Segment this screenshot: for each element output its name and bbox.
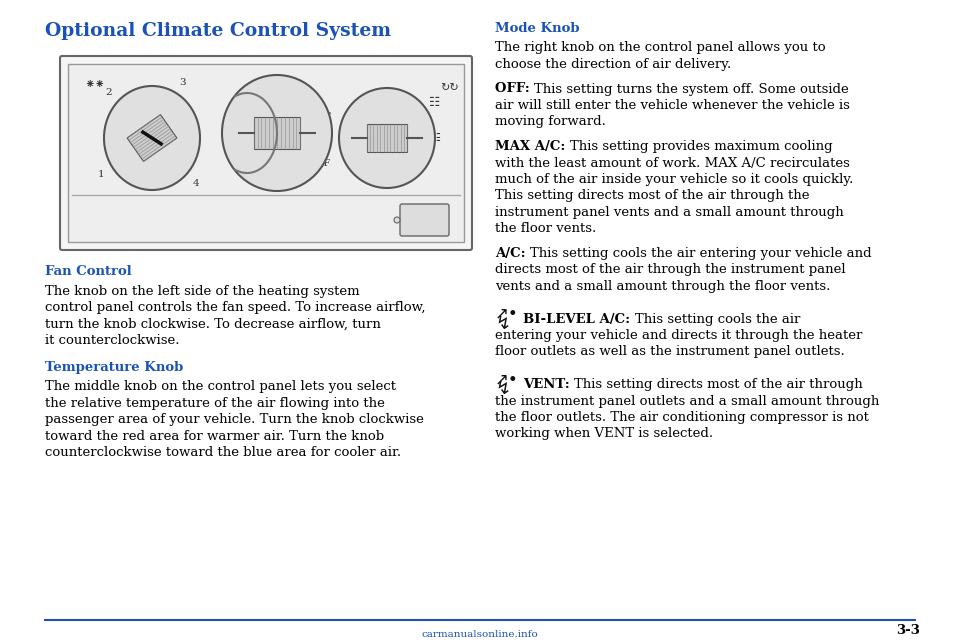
Text: 2: 2 — [105, 88, 111, 97]
Text: it counterclockwise.: it counterclockwise. — [45, 334, 180, 347]
Text: ↯: ↯ — [495, 380, 510, 398]
Text: passenger area of your vehicle. Turn the knob clockwise: passenger area of your vehicle. Turn the… — [45, 413, 424, 426]
Text: This setting cools the air entering your vehicle and: This setting cools the air entering your… — [530, 247, 872, 260]
Text: carmanualsonline.info: carmanualsonline.info — [421, 630, 539, 639]
Text: ↗•: ↗• — [495, 305, 518, 323]
Text: The knob on the left side of the heating system: The knob on the left side of the heating… — [45, 285, 360, 298]
Text: This setting turns the system off. Some outside: This setting turns the system off. Some … — [535, 83, 850, 95]
Text: BI-LEVEL A/C:: BI-LEVEL A/C: — [523, 312, 635, 326]
Text: entering your vehicle and directs it through the heater: entering your vehicle and directs it thr… — [495, 329, 862, 342]
Bar — [68, 64, 464, 242]
Text: ☷: ☷ — [430, 133, 440, 143]
FancyBboxPatch shape — [400, 204, 449, 236]
Text: The right knob on the control panel allows you to: The right knob on the control panel allo… — [495, 42, 826, 54]
Text: A/C: A/C — [315, 111, 331, 120]
Text: A/C:: A/C: — [495, 247, 530, 260]
Bar — [367, 124, 407, 152]
Text: VENT:: VENT: — [523, 378, 574, 391]
Text: ↯: ↯ — [495, 314, 510, 333]
Circle shape — [394, 217, 400, 223]
Text: This setting directs most of the air through the: This setting directs most of the air thr… — [495, 189, 809, 202]
Text: Fan Control: Fan Control — [45, 265, 132, 278]
Text: instrument panel vents and a small amount through: instrument panel vents and a small amoun… — [495, 206, 844, 219]
Text: moving forward.: moving forward. — [495, 115, 606, 129]
FancyBboxPatch shape — [60, 56, 472, 250]
Text: OFF: OFF — [311, 159, 331, 168]
Text: control panel controls the fan speed. To increase airflow,: control panel controls the fan speed. To… — [45, 301, 425, 314]
Text: ↻↻: ↻↻ — [440, 83, 459, 93]
Text: directs most of the air through the instrument panel: directs most of the air through the inst… — [495, 264, 846, 276]
Text: Optional Climate Control System: Optional Climate Control System — [45, 22, 391, 40]
Bar — [253, 117, 300, 149]
Text: vents and a small amount through the floor vents.: vents and a small amount through the flo… — [495, 280, 830, 293]
Text: the instrument panel outlets and a small amount through: the instrument panel outlets and a small… — [495, 394, 879, 408]
Text: ☷: ☷ — [429, 97, 441, 109]
Text: MAX A/C:: MAX A/C: — [495, 140, 570, 153]
Ellipse shape — [104, 86, 200, 190]
Text: This setting cools the air: This setting cools the air — [635, 312, 800, 326]
Text: Temperature Knob: Temperature Knob — [45, 360, 183, 374]
Text: counterclockwise toward the blue area for cooler air.: counterclockwise toward the blue area fo… — [45, 446, 401, 459]
Text: floor outlets as well as the instrument panel outlets.: floor outlets as well as the instrument … — [495, 346, 845, 358]
Text: much of the air inside your vehicle so it cools quickly.: much of the air inside your vehicle so i… — [495, 173, 853, 186]
Text: OFF:: OFF: — [495, 83, 535, 95]
Text: with the least amount of work. MAX A/C recirculates: with the least amount of work. MAX A/C r… — [495, 157, 850, 170]
Text: Mode Knob: Mode Knob — [495, 22, 580, 35]
Text: toward the red area for warmer air. Turn the knob: toward the red area for warmer air. Turn… — [45, 429, 384, 442]
Text: ⁕⁕: ⁕⁕ — [84, 78, 105, 91]
Text: the floor outlets. The air conditioning compressor is not: the floor outlets. The air conditioning … — [495, 411, 869, 424]
Text: 3: 3 — [180, 78, 186, 87]
Text: choose the direction of air delivery.: choose the direction of air delivery. — [495, 58, 732, 71]
Text: the floor vents.: the floor vents. — [495, 223, 596, 236]
Text: turn the knob clockwise. To decrease airflow, turn: turn the knob clockwise. To decrease air… — [45, 317, 381, 330]
Text: 1: 1 — [98, 170, 105, 179]
Text: the relative temperature of the air flowing into the: the relative temperature of the air flow… — [45, 397, 385, 410]
Text: This setting directs most of the air through: This setting directs most of the air thr… — [574, 378, 863, 391]
Text: air will still enter the vehicle whenever the vehicle is: air will still enter the vehicle wheneve… — [495, 99, 850, 112]
Ellipse shape — [222, 75, 332, 191]
Text: working when VENT is selected.: working when VENT is selected. — [495, 428, 713, 440]
Bar — [127, 115, 177, 161]
Text: 4: 4 — [193, 179, 199, 188]
Text: The middle knob on the control panel lets you select: The middle knob on the control panel let… — [45, 380, 396, 393]
Text: ↗•: ↗• — [495, 370, 518, 388]
Text: This setting provides maximum cooling: This setting provides maximum cooling — [570, 140, 832, 153]
Text: 3-3: 3-3 — [896, 624, 920, 637]
Ellipse shape — [339, 88, 435, 188]
Text: MAX
A/C: MAX A/C — [310, 130, 331, 146]
